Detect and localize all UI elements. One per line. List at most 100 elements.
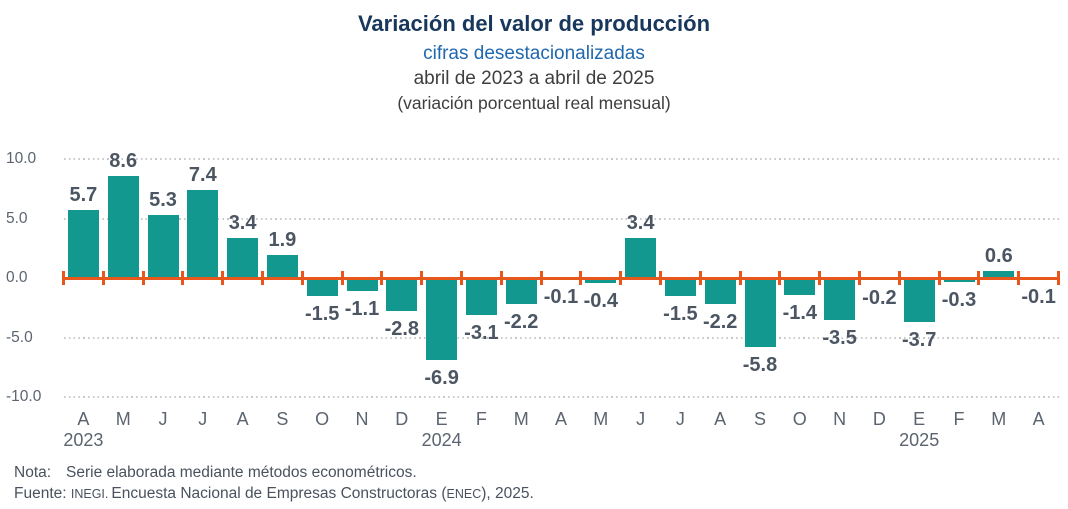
x-axis-year-label: 2023 — [63, 430, 104, 450]
x-axis-month-label: M — [513, 409, 529, 429]
bar — [147, 214, 179, 278]
bar — [824, 278, 856, 320]
x-axis-month-label: M — [991, 409, 1007, 429]
bar-value-label: -6.9 — [424, 367, 459, 390]
zero-axis-tick — [738, 271, 742, 285]
x-axis-month-label: A — [714, 409, 727, 429]
bar-value-label: 3.4 — [228, 211, 257, 234]
y-gridline — [63, 158, 1059, 160]
bar — [227, 237, 259, 278]
bar — [465, 278, 497, 315]
zero-axis-tick — [460, 271, 463, 285]
bar — [585, 278, 617, 283]
bar-value-label: -0.3 — [941, 288, 977, 311]
bar-value-label: -0.1 — [1021, 286, 1056, 309]
zero-axis-tick — [181, 271, 185, 285]
zero-axis-tick — [778, 271, 782, 285]
zero-axis-line — [63, 276, 1059, 280]
bar-value-label: -5.8 — [742, 354, 778, 377]
x-axis-month-label: A — [77, 409, 90, 429]
zero-axis-tick — [698, 271, 702, 285]
bar — [625, 237, 657, 278]
bar-value-label: 0.6 — [984, 244, 1013, 267]
zero-axis-tick — [659, 271, 662, 285]
source-suffix: ), 2025. — [481, 485, 534, 502]
zero-axis-tick — [261, 271, 264, 285]
x-axis-month-label: D — [872, 409, 886, 429]
bar-value-label: -1.5 — [663, 302, 698, 325]
bar — [943, 278, 975, 282]
y-gridline — [63, 396, 1059, 398]
bar — [903, 278, 935, 323]
bar-value-label: -0.1 — [543, 286, 579, 309]
zero-axis-tick — [101, 271, 105, 285]
bar — [426, 278, 458, 361]
x-axis-year-label: 2024 — [421, 430, 462, 450]
x-axis-month-label: O — [315, 409, 330, 429]
source-text: Encuesta Nacional de Empresas Constructo… — [111, 485, 447, 502]
bar-value-label: 5.3 — [149, 188, 177, 211]
bar-value-label: -2.8 — [384, 318, 420, 341]
bar — [306, 278, 338, 296]
x-axis-month-label: J — [675, 409, 685, 429]
chart-unit-note: (variación porcentual real mensual) — [397, 93, 671, 113]
bar-value-label: 8.6 — [109, 149, 138, 172]
source-org: INEGI. — [70, 487, 109, 501]
bar — [704, 278, 736, 305]
bar-value-label: -2.2 — [503, 311, 539, 334]
zero-axis-tick — [1057, 271, 1060, 285]
y-axis-tick-label: -5.0 — [6, 328, 33, 346]
source-acronym: ENEC — [446, 487, 482, 501]
chart-subtitle: cifras desestacionalizadas — [423, 43, 645, 64]
zero-axis-tick — [1017, 271, 1021, 285]
zero-axis-tick — [897, 271, 901, 285]
bar — [744, 278, 776, 348]
x-axis-month-label: A — [1032, 409, 1045, 429]
x-axis-month-label: E — [435, 409, 448, 429]
zero-axis-tick — [221, 271, 225, 285]
y-axis-tick-label: 5.0 — [6, 209, 28, 227]
bar-value-label: 5.7 — [69, 184, 98, 207]
bar-value-label: -1.1 — [344, 298, 380, 321]
zero-axis-tick — [619, 271, 623, 285]
y-axis-tick-label: 0.0 — [6, 269, 28, 286]
y-axis-tick-label: 10.0 — [6, 150, 37, 167]
bar — [346, 278, 378, 292]
x-axis-month-label: A — [236, 409, 249, 429]
note-label: Nota: — [14, 464, 52, 481]
bar — [67, 210, 99, 278]
bar — [107, 175, 139, 278]
zero-axis-tick — [420, 271, 424, 285]
y-gridline — [63, 336, 1059, 339]
x-axis-month-label: J — [198, 409, 208, 429]
bar — [983, 270, 1015, 278]
zero-axis-tick — [340, 271, 344, 285]
x-axis-year-label: 2025 — [899, 430, 940, 450]
zero-axis-tick — [499, 271, 503, 285]
bar-value-label: -3.7 — [901, 329, 937, 352]
x-axis-month-label: F — [953, 409, 965, 429]
x-axis-month-label: N — [355, 409, 369, 429]
zero-axis-tick — [977, 271, 981, 285]
bar-value-label: -3.1 — [464, 321, 499, 344]
zero-axis-tick — [300, 271, 304, 285]
bar — [187, 189, 219, 278]
x-axis-month-label: N — [833, 409, 847, 429]
bar — [505, 278, 537, 305]
note-text: Serie elaborada mediante métodos economé… — [66, 464, 417, 481]
x-axis-month-label: F — [475, 409, 487, 429]
zero-axis-tick — [579, 271, 583, 285]
bar-value-label: -1.5 — [304, 302, 340, 325]
zero-axis-tick — [62, 271, 65, 285]
x-axis-month-label: J — [158, 409, 168, 429]
zero-axis-tick — [141, 271, 145, 285]
x-axis-month-label: E — [913, 409, 926, 429]
x-axis-month-label: M — [593, 409, 609, 429]
bar — [266, 255, 298, 278]
bar-value-label: -1.4 — [782, 301, 818, 324]
x-axis-month-label: D — [395, 409, 409, 429]
zero-axis-tick — [818, 271, 822, 285]
bar-value-label: -0.2 — [862, 287, 897, 310]
